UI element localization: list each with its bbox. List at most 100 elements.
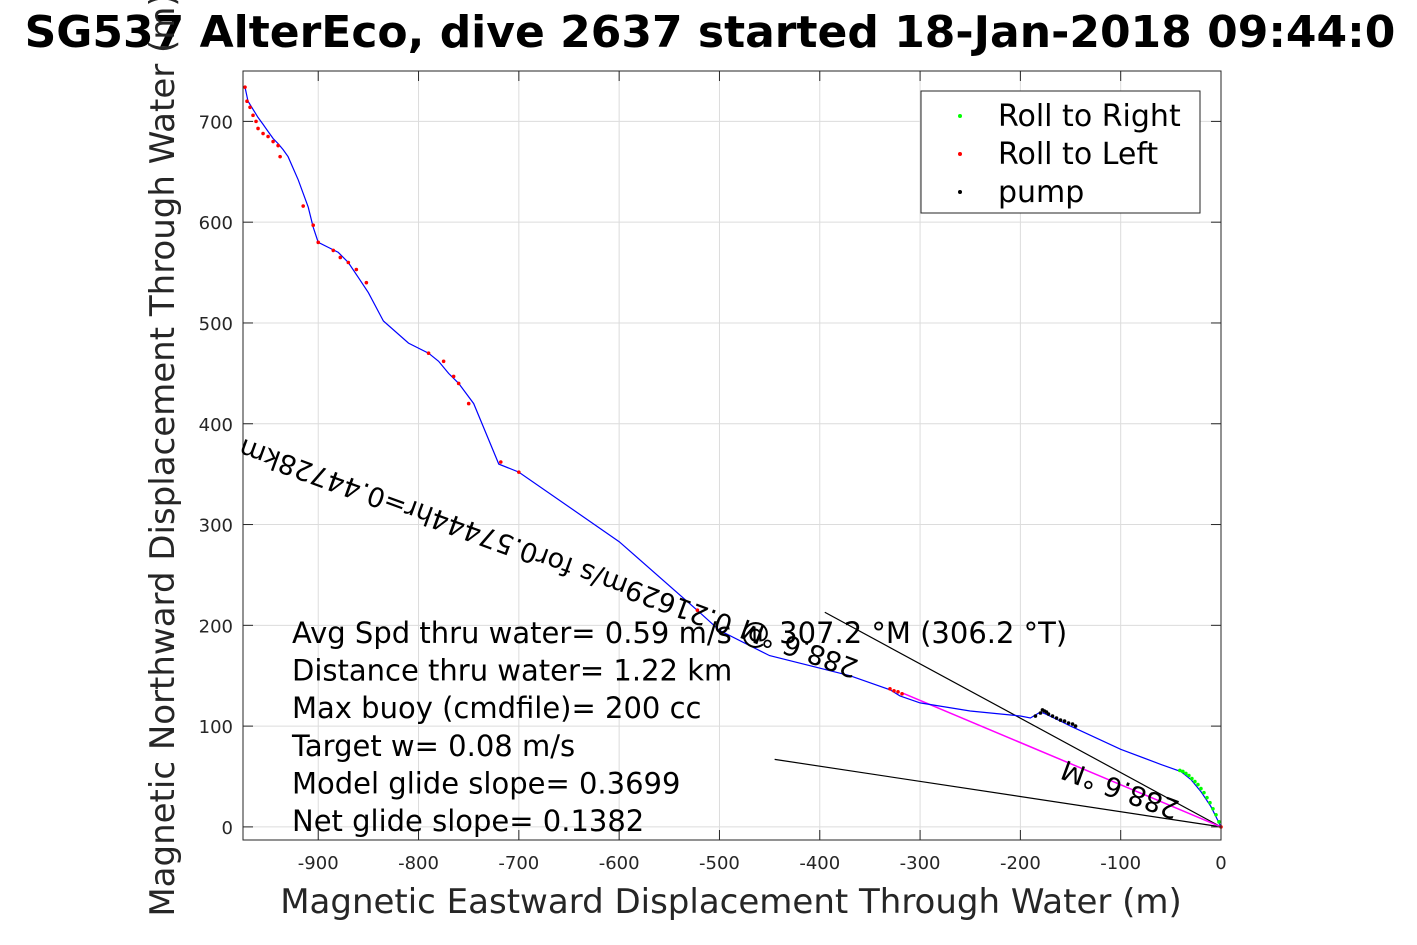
- pump-point: [1040, 708, 1045, 712]
- roll-left-point: [498, 460, 503, 464]
- reference-lines: [774, 611, 1222, 828]
- annotation-line: Avg Spd thru water= 0.59 m/s @ 307.2 °M …: [292, 616, 1067, 650]
- roll-right-point: [1196, 782, 1200, 787]
- x-tick-label: -800: [398, 853, 439, 874]
- y-tick-label: 100: [199, 717, 233, 738]
- roll-left-point: [896, 690, 900, 694]
- roll-left-point: [456, 381, 461, 386]
- chart-title: SG537 AlterEco, dive 2637 started 18-Jan…: [25, 7, 1396, 58]
- series-layer: [243, 85, 1223, 829]
- reference-line: [774, 758, 1222, 828]
- axes-box: [242, 70, 1222, 841]
- x-axis-label: Magnetic Eastward Displacement Through W…: [280, 882, 1182, 922]
- legend-marker: [958, 190, 962, 194]
- roll-left-point: [338, 255, 343, 260]
- roll-left-point: [451, 374, 456, 379]
- pump-point: [1054, 716, 1059, 720]
- roll-left-point: [331, 248, 336, 253]
- roll-left-point: [892, 689, 896, 693]
- roll-right-point: [1193, 779, 1197, 784]
- roll-left-point: [364, 280, 369, 285]
- y-tick-label: 700: [199, 112, 233, 133]
- roll-left-point: [266, 134, 270, 139]
- axis-ticks: -900 -800 -700 -600 -500 -400 -300 -200 -100 0 0 10…: [199, 71, 1227, 874]
- x-tick-label: 0: [1215, 853, 1226, 874]
- reference-line: [824, 611, 1222, 828]
- roll-right-point: [1190, 776, 1194, 781]
- pump-point: [1058, 718, 1063, 722]
- roll-right-point: [1178, 768, 1182, 773]
- roll-left-point: [346, 260, 351, 265]
- pump-point: [1044, 710, 1049, 714]
- x-tick-label: -900: [298, 853, 339, 874]
- annotation-line: Net glide slope= 0.1382: [292, 804, 644, 838]
- pump-point: [1062, 719, 1067, 723]
- roll-right-point: [1199, 786, 1203, 791]
- roll-right-point: [1187, 773, 1191, 778]
- x-tick-label: -300: [900, 853, 941, 874]
- x-tick-label: -100: [1100, 853, 1141, 874]
- annotation-line: Distance thru water= 1.22 km: [292, 654, 732, 688]
- roll-left-point: [311, 223, 316, 228]
- roll-right-point: [1208, 800, 1212, 805]
- x-tick-label: -600: [599, 853, 640, 874]
- legend-entry: Roll to Left: [998, 137, 1158, 172]
- y-tick-label: 200: [199, 616, 233, 637]
- pump-point: [1038, 711, 1043, 715]
- roll-left-point: [254, 119, 258, 124]
- legend-box: [920, 90, 1201, 214]
- annotation-line: Model glide slope= 0.3699: [292, 766, 680, 800]
- x-tick-label: -700: [498, 853, 539, 874]
- pump-point: [1066, 721, 1071, 725]
- y-tick-label: 0: [222, 818, 233, 839]
- roll-left-point: [276, 143, 280, 148]
- roll-left-point: [271, 139, 275, 144]
- roll-left-point: [261, 131, 265, 136]
- x-tick-label: -500: [699, 853, 740, 874]
- roll-left-point: [517, 470, 521, 474]
- roll-left-point: [245, 99, 249, 104]
- roll-left-point: [248, 105, 252, 110]
- annotation-line: Max buoy (cmdfile)= 200 cc: [292, 691, 701, 725]
- roll-left-point: [316, 240, 321, 245]
- legend-entry: Roll to Right: [998, 99, 1181, 134]
- y-tick-label: 300: [199, 516, 233, 537]
- y-tick-label: 400: [199, 415, 233, 436]
- roll-left-point: [243, 85, 247, 89]
- pump-point: [1070, 722, 1075, 726]
- y-tick-label: 600: [199, 213, 233, 234]
- pump-point: [1073, 724, 1078, 728]
- model-glide-line: [901, 692, 1222, 828]
- roll-left-point: [466, 401, 471, 406]
- roll-left-point: [278, 154, 282, 159]
- roll-right-point: [1211, 806, 1215, 811]
- roll-left-point: [354, 267, 359, 272]
- roll-right-point: [1184, 771, 1188, 776]
- y-axis-label: Magnetic Northward Displacement Through …: [143, 0, 183, 917]
- x-tick-label: -400: [799, 853, 840, 874]
- roll-left-point: [900, 692, 904, 696]
- roll-right-point: [1214, 813, 1218, 817]
- legend-entry: pump: [998, 175, 1084, 210]
- roll-left-point: [888, 687, 892, 691]
- roll-right-point: [1205, 795, 1209, 800]
- annotation-line: Target w= 0.08 m/s: [291, 729, 575, 763]
- track-line: [244, 86, 1222, 828]
- legend-marker: [958, 152, 962, 156]
- legend-marker: [958, 114, 962, 118]
- roll-right-point: [1181, 769, 1185, 774]
- roll-left-point: [695, 608, 700, 613]
- y-tick-label: 500: [199, 314, 233, 335]
- annotation-block: Avg Spd thru water= 0.59 m/s @ 307.2 °M …: [291, 616, 1067, 838]
- roll-left-point: [441, 359, 446, 364]
- roll-left-point: [251, 113, 255, 118]
- pump-point: [1050, 714, 1055, 718]
- roll-right-point: [1202, 790, 1206, 795]
- grid-lines: [243, 71, 1222, 840]
- roll-left-point: [301, 204, 305, 208]
- roll-left-point: [426, 351, 431, 356]
- pump-point: [1033, 714, 1038, 718]
- roll-right-point: [1217, 820, 1221, 824]
